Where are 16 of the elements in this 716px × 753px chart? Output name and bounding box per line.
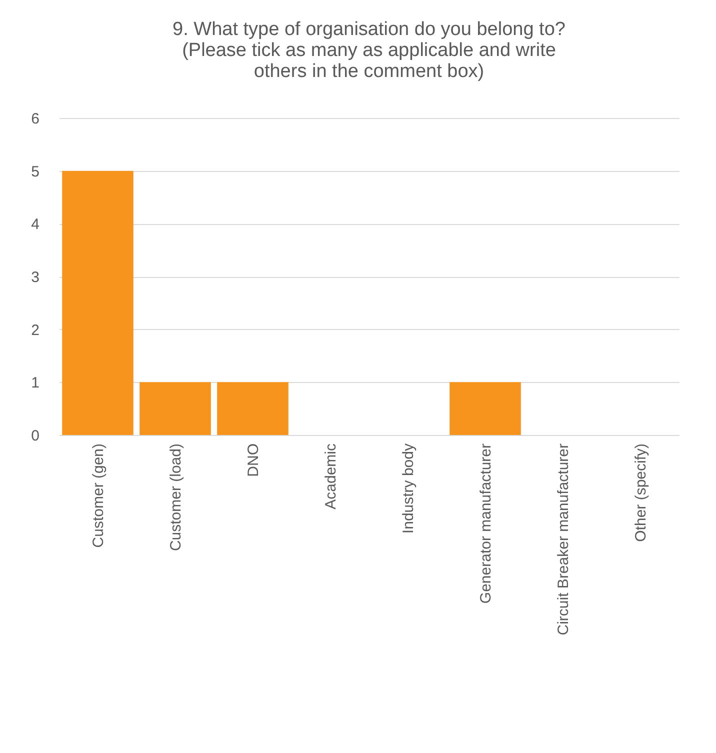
x-tick-label: Generator manufacturer	[477, 443, 494, 604]
y-tick-label: 3	[31, 269, 40, 286]
x-tick-label: Other (specify)	[632, 444, 650, 542]
x-tick-label: Industry body	[400, 443, 417, 534]
x-tick-label: Customer (load)	[167, 444, 184, 552]
x-tick-label: Customer (gen)	[90, 443, 107, 548]
x-tick-label: DNO	[244, 444, 262, 477]
x-tick-label: Circuit Breaker manufacturer	[554, 443, 572, 636]
y-tick-label: 4	[31, 216, 40, 234]
y-tick-label: 5	[31, 163, 40, 180]
y-tick-label: 0	[31, 428, 40, 444]
chart-title: 9. What type of organisation do you belong to? (Please tick as many as applicable and write others in the comment box)	[172, 19, 566, 82]
y-tick-label: 1	[31, 374, 40, 392]
y-tick-label: 6	[31, 110, 40, 128]
x-tick-label: Academic	[322, 443, 340, 510]
y-tick-label: 2	[31, 322, 40, 339]
